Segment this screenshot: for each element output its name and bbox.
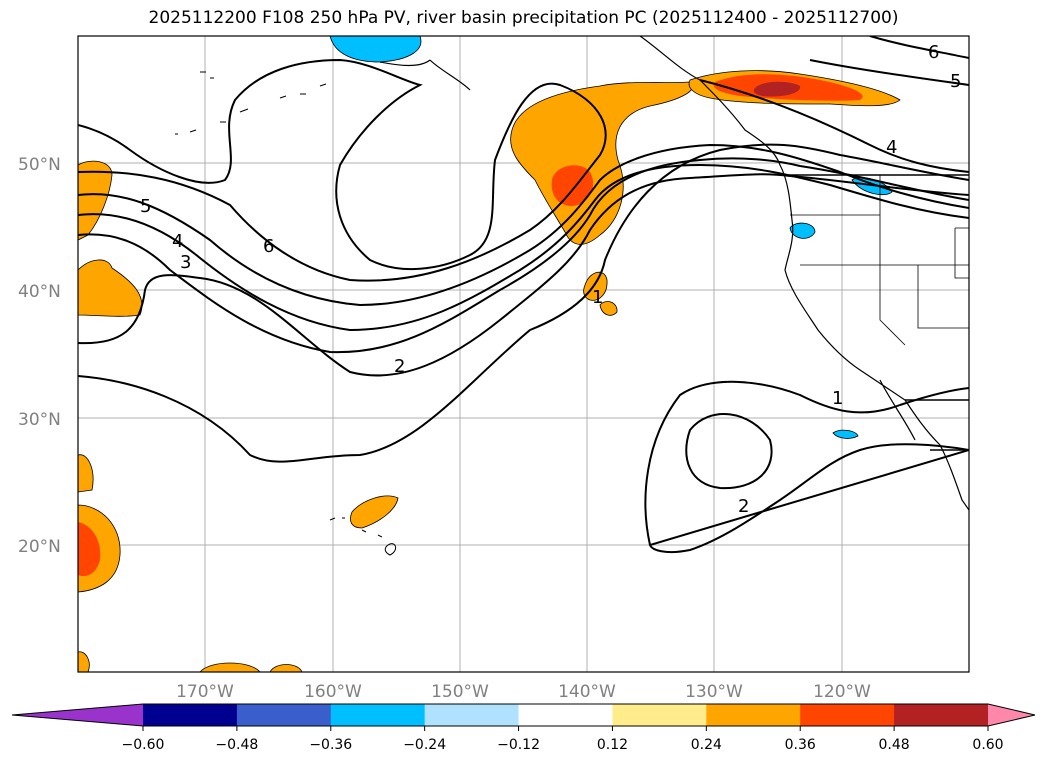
state-borders <box>790 175 969 346</box>
contour-label: 2 <box>738 496 749 517</box>
colorbar-tick-label: −0.36 <box>309 737 352 753</box>
lon-label: 130°W <box>685 682 743 702</box>
lat-label: 20°N <box>18 537 61 557</box>
precip-shading <box>78 36 901 672</box>
gridlines <box>78 36 969 672</box>
contour-ne-5 <box>809 59 969 86</box>
coastlines <box>379 36 969 511</box>
colorbar: −0.60 −0.48 −0.36 −0.24 −0.12 0.12 0.24 0.36 0.4… <box>11 703 1036 753</box>
lat-label: 30°N <box>18 410 61 430</box>
contour-4 <box>78 163 969 332</box>
colorbar-tick-label: 0.60 <box>972 737 1003 753</box>
hawaii-islands <box>329 517 397 556</box>
colorbar-segment <box>143 704 238 726</box>
lat-labels: 50°N 40°N 30°N 20°N <box>18 155 61 557</box>
colorbar-segment <box>424 704 520 726</box>
colorbar-segment <box>894 704 989 726</box>
precip-area-south-edge <box>199 662 303 672</box>
contour-label: 1 <box>832 388 843 409</box>
north-america-coast <box>639 36 969 511</box>
alaska-peninsula <box>379 59 471 91</box>
lon-labels: 170°W 160°W 150°W 140°W 130°W 120°W <box>176 682 871 702</box>
colorbar-segment <box>612 704 707 726</box>
colorbar-segment <box>706 704 801 726</box>
contour-labels: 6 5 4 3 2 1 2 6 5 4 1 <box>140 42 961 517</box>
map-title: 2025112200 F108 250 hPa PV, river basin … <box>148 8 899 28</box>
contour-inner-loop <box>685 413 773 490</box>
contour-ne-4 <box>699 79 969 173</box>
contour-ne-6 <box>869 36 969 59</box>
colorbar-tick-label: −0.12 <box>497 737 540 753</box>
lat-label: 50°N <box>18 155 61 175</box>
contour-5 <box>78 143 969 307</box>
contour-2 <box>78 173 969 377</box>
contour-label: 4 <box>172 231 183 252</box>
precip-neg-baja <box>832 429 859 439</box>
lon-label: 160°W <box>304 682 362 702</box>
colorbar-segment <box>330 704 426 726</box>
contour-6 <box>78 58 607 282</box>
precip-core-bc <box>753 81 801 97</box>
colorbar-arrow-right <box>988 704 1035 726</box>
colorbar-segment <box>800 704 895 726</box>
lat-label: 40°N <box>18 282 61 302</box>
colorbar-segment <box>236 704 332 726</box>
precip-area-midpac <box>583 271 618 316</box>
lon-label: 170°W <box>176 682 234 702</box>
contour-label: 5 <box>140 196 151 217</box>
colorbar-tick-label: 0.48 <box>879 737 910 753</box>
colorbar-segment <box>518 704 613 726</box>
colorbar-tick-label: −0.60 <box>122 737 165 753</box>
colorbar-tick-label: 0.24 <box>691 737 722 753</box>
precip-area-west-mid <box>78 259 143 317</box>
contour-label: 3 <box>180 252 191 273</box>
colorbar-tick-label: 0.12 <box>597 737 628 753</box>
colorbar-tick-label: −0.48 <box>215 737 258 753</box>
contour-3 <box>78 157 969 354</box>
precip-core-southwest <box>78 522 101 577</box>
pv-contours <box>78 36 969 554</box>
colorbar-arrow-left <box>12 704 143 726</box>
contour-label: 2 <box>394 356 405 377</box>
contour-label: 5 <box>950 71 961 92</box>
precip-area-gulf <box>510 81 693 245</box>
contour-label: 4 <box>886 137 897 158</box>
contour-label: 6 <box>263 236 274 257</box>
map-frame <box>77 35 970 673</box>
contour-inner-2 <box>644 380 969 554</box>
colorbar-tick-label: −0.24 <box>403 737 446 753</box>
baja-coast <box>879 379 916 441</box>
contour-label: 6 <box>928 42 939 63</box>
lon-label: 120°W <box>813 682 871 702</box>
precip-neg-alaska <box>329 36 422 63</box>
precip-area-west-south <box>78 454 94 493</box>
precip-core-gulf <box>551 165 594 206</box>
precip-neg-or <box>789 222 816 239</box>
lon-label: 150°W <box>431 682 489 702</box>
islands <box>175 71 397 556</box>
precip-area-hawaii <box>350 495 399 529</box>
lon-label: 140°W <box>558 682 616 702</box>
precip-area-southwest-corner <box>78 651 90 672</box>
contour-1 <box>78 143 969 463</box>
contour-label: 1 <box>592 287 603 308</box>
precip-area-west-edge <box>78 160 113 241</box>
colorbar-tick-label: 0.36 <box>785 737 816 753</box>
